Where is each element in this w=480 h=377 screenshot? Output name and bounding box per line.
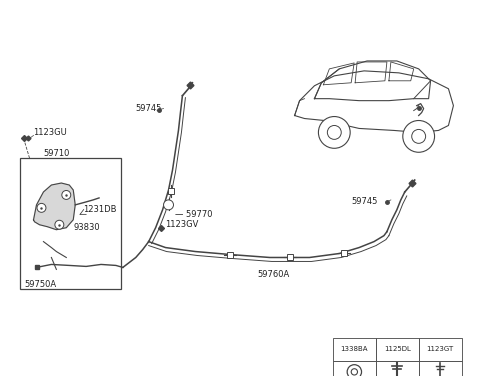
Text: 59745: 59745 (136, 104, 162, 113)
Text: 59750A: 59750A (24, 280, 57, 289)
Bar (419, 338, 462, 361)
Text: 1123GT: 1123GT (427, 346, 454, 352)
Text: 1123GU: 1123GU (34, 128, 67, 137)
Circle shape (351, 369, 358, 375)
Circle shape (55, 220, 64, 229)
Circle shape (164, 200, 173, 210)
Bar (333, 361, 376, 377)
Text: 1125DL: 1125DL (384, 346, 411, 352)
Text: 1123GV: 1123GV (166, 220, 199, 229)
Circle shape (37, 203, 46, 212)
Circle shape (327, 126, 341, 139)
Text: 59745: 59745 (351, 198, 378, 206)
Circle shape (412, 129, 426, 143)
Bar (419, 361, 462, 377)
Text: 1231DB: 1231DB (83, 205, 117, 215)
Text: 93830: 93830 (73, 223, 100, 232)
Text: 59710: 59710 (44, 149, 70, 158)
Circle shape (62, 190, 71, 199)
Circle shape (403, 121, 434, 152)
Circle shape (347, 365, 361, 377)
Bar (20, 158, 121, 289)
Bar (376, 338, 419, 361)
Text: 1338BA: 1338BA (341, 346, 368, 352)
Text: 59760A: 59760A (258, 270, 290, 279)
Circle shape (318, 116, 350, 148)
Bar (333, 338, 376, 361)
Text: — 59770: — 59770 (176, 210, 213, 219)
Polygon shape (34, 183, 75, 230)
Bar (376, 361, 419, 377)
